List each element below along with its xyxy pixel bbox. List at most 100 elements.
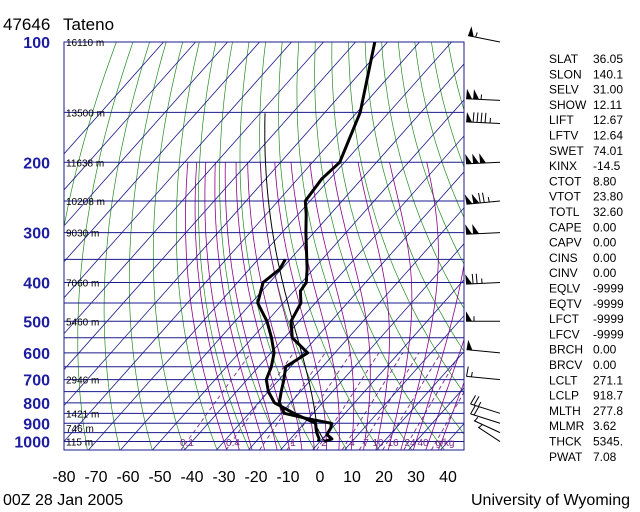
wind-barb-pennant [466,311,472,322]
moist-adiabat-line [387,162,413,450]
moist-adiabat-line [247,162,303,450]
mixing-ratio-line [341,352,404,450]
wind-barb [466,311,500,322]
wind-barb-half-flag [478,424,483,429]
index-name: CINS [549,251,578,265]
wind-barb [473,416,501,434]
index-name: CINV [549,266,578,280]
moist-adiabat-line [357,162,390,450]
pressure-axis: 100 200 300 400 500 600 700 800 900 1000 [14,35,50,452]
wind-barb-pennant [466,88,473,100]
index-value: 3.62 [593,419,617,433]
pressure-tick-label: 300 [23,226,50,243]
wind-barb [466,366,501,381]
station-name: Tateno [63,15,114,34]
index-value: 0.00 [593,358,617,372]
height-label: 9030 m [66,229,99,240]
dry-adiabat-line [219,42,283,450]
isotherm-line [64,42,356,371]
wind-barb-staff [466,282,501,285]
mixing-ratio-line [358,352,420,450]
mixing-ratio-line [259,352,326,450]
pressure-tick-label: 700 [23,373,50,390]
x-tick-label: 20 [375,469,393,486]
wind-barb-flag [472,112,475,123]
x-tick-label: -80 [52,469,75,486]
wind-barb-flag [475,273,478,284]
x-tick-label: -40 [180,469,203,486]
dry-adiabat-line [152,42,186,450]
index-value: 36.05 [593,52,623,66]
isotherm-line [312,279,464,450]
index-name: VTOT [549,190,581,204]
isotherm-line [64,42,324,335]
height-label: 1421 m [66,409,99,420]
x-tick-label: -60 [116,469,139,486]
wind-barb [470,395,501,414]
wind-barbs [464,26,501,442]
isotherm-line [64,42,164,155]
isotherm-line [344,315,464,450]
wind-barb-flag [482,192,485,203]
wind-barb-pennant [468,26,474,37]
height-label: 746 m [66,424,94,435]
wind-barb-half-flag [487,197,490,203]
isotherm-line [64,42,196,191]
x-tick-label: 10 [343,469,361,486]
dry-adiabat-line [198,42,250,450]
isotherm-line [88,42,452,450]
index-name: CAPV [549,236,582,250]
dewpoint-profile [256,258,321,442]
mixing-ratio-line [316,352,380,450]
pressure-tick-label: 200 [23,155,50,172]
header: 47646 Tateno [3,15,114,34]
index-name: SLAT [549,52,579,66]
index-value: 12.64 [593,129,623,143]
index-name: THCK [549,435,582,449]
parcel-path [264,113,325,442]
index-value: 31.00 [593,83,623,97]
moist-adiabat-line [214,162,266,450]
wind-barb-flag [471,273,474,284]
pressure-tick-label: 500 [23,314,50,331]
wind-barb-pennant [464,194,473,205]
isotherm-line [184,135,464,450]
index-name: KINX [549,159,577,173]
temperature-axis: -80 -70 -60 -50 -40 -30 -20 -10 0 10 20 30 40 [52,469,457,486]
index-value: 74.01 [593,144,623,158]
mixing-ratio-line [382,352,442,450]
index-name: CTOT [549,174,582,188]
pressure-tick-label: 800 [23,396,50,413]
isotherm-line [64,42,292,299]
wind-barb-flag [466,366,469,377]
index-name: MLTH [549,404,581,418]
wind-barb-half-flag [475,32,478,38]
index-value: 277.8 [593,404,623,418]
height-label: 11638 m [66,158,104,169]
index-value: 0.00 [593,266,617,280]
moist-adiabat-line [194,162,240,450]
index-name: CAPE [549,220,582,234]
pressure-tick-label: 400 [23,276,50,293]
height-labels: 16110 m 13500 m 11638 m 10208 m 9030 m 7060 m… [66,38,105,449]
mixing-ratio-label: 24 [404,438,416,449]
index-value: 12.11 [593,98,622,112]
wind-barb-pennant [465,153,473,164]
pressure-tick-label: 1000 [14,435,50,452]
index-value: 0.00 [593,220,617,234]
wind-barb [465,273,501,285]
credit-text: University of Wyoming [471,492,630,509]
wind-barb-staff [473,420,501,434]
wind-barb-pennant [466,339,473,351]
isobars [64,41,464,443]
mixing-ratio-label: 4 [349,438,355,449]
x-tick-label: -10 [276,469,299,486]
sounding-profiles [256,42,377,443]
index-value: 8.80 [593,174,617,188]
wind-barb [467,26,501,43]
height-label: 5460 m [66,317,99,328]
pressure-tick-label: 600 [23,346,50,363]
isotherm-line [152,99,464,450]
x-tick-label: 30 [407,469,425,486]
index-name: LCLP [549,389,579,403]
